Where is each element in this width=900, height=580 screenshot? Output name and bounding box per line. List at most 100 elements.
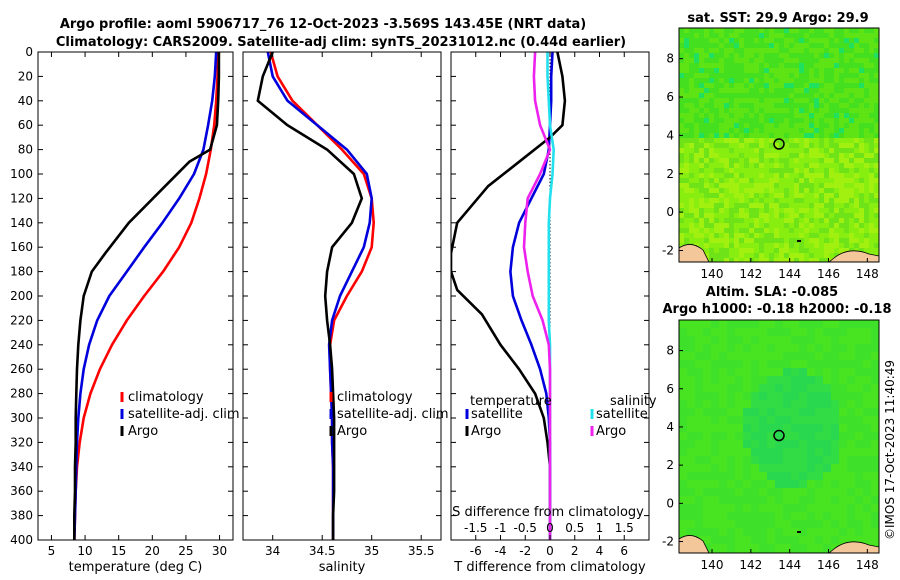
heatmap-cell [729, 243, 735, 249]
heatmap-cell [839, 78, 845, 84]
heatmap-cell [859, 243, 865, 249]
heatmap-cell [844, 218, 850, 224]
heatmap-cell [695, 368, 704, 377]
heatmap-cell [767, 472, 776, 481]
heatmap-cell [807, 536, 816, 545]
heatmap-cell [774, 208, 780, 214]
heatmap-cell [774, 233, 780, 239]
heatmap-cell [695, 472, 704, 481]
heatmap-cell [719, 188, 725, 194]
heatmap-cell [831, 360, 840, 369]
heatmap-cell [764, 178, 770, 184]
heatmap-cell [764, 113, 770, 119]
heatmap-cell [784, 208, 790, 214]
heatmap-cell [854, 138, 860, 144]
heatmap-cell [759, 213, 765, 219]
heatmap-cell [684, 233, 690, 239]
heatmap-cell [859, 198, 865, 204]
heatmap-cell [849, 108, 855, 114]
heatmap-cell [679, 488, 688, 497]
heatmap-cell [789, 258, 795, 262]
heatmap-cell [719, 213, 725, 219]
heatmap-cell [815, 328, 824, 337]
heatmap-cell [724, 183, 730, 189]
heatmap-cell [719, 520, 728, 529]
heatmap-cell [735, 520, 744, 529]
heatmap-cell [849, 158, 855, 164]
heatmap-cell [824, 233, 830, 239]
heatmap-cell [839, 33, 845, 39]
heatmap-cell [724, 168, 730, 174]
heatmap-cell [849, 238, 855, 244]
heatmap-cell [687, 320, 696, 329]
heatmap-cell [829, 173, 835, 179]
heatmap-cell [703, 328, 712, 337]
heatmap-cell [754, 133, 760, 139]
heatmap-cell [859, 213, 865, 219]
heatmap-cell [824, 83, 830, 89]
heatmap-cell [735, 384, 744, 393]
heatmap-cell [719, 73, 725, 79]
heatmap-cell [849, 168, 855, 174]
island [797, 531, 801, 533]
heatmap-cell [774, 178, 780, 184]
heatmap-cell [684, 68, 690, 74]
heatmap-cell [689, 148, 695, 154]
heatmap-cell [809, 33, 815, 39]
heatmap-cell [699, 38, 705, 44]
heatmap-cell [687, 480, 696, 489]
heatmap-cell [703, 432, 712, 441]
y-tick-label: 340 [10, 460, 33, 474]
heatmap-cell [815, 536, 824, 545]
heatmap-cell [759, 233, 765, 239]
heatmap-cell [754, 43, 760, 49]
heatmap-cell [727, 368, 736, 377]
y-tick-label: 220 [10, 313, 33, 327]
heatmap-cell [791, 536, 800, 545]
heatmap-cell [679, 360, 688, 369]
heatmap-cell [863, 376, 872, 385]
y-tick-label: 8 [666, 344, 674, 358]
heatmap-cell [679, 238, 685, 244]
heatmap-cell [703, 368, 712, 377]
heatmap-cell [874, 128, 879, 134]
heatmap-cell [839, 28, 845, 34]
heatmap-cell [727, 496, 736, 505]
heatmap-cell [714, 133, 720, 139]
heatmap-cell [779, 228, 785, 234]
heatmap-cell [871, 440, 879, 449]
heatmap-cell [711, 320, 720, 329]
heatmap-cell [784, 58, 790, 64]
heatmap-cell [799, 68, 805, 74]
heatmap-cell [774, 43, 780, 49]
heatmap-cell [849, 78, 855, 84]
heatmap-cell [839, 320, 848, 329]
heatmap-cell [799, 416, 808, 425]
heatmap-cell [714, 128, 720, 134]
series-line-argo-s-diff [522, 52, 552, 540]
heatmap-cell [703, 344, 712, 353]
heatmap-cell [863, 488, 872, 497]
heatmap-cell [814, 128, 820, 134]
heatmap-cell [695, 424, 704, 433]
heatmap-cell [854, 198, 860, 204]
heatmap-cell [819, 78, 825, 84]
heatmap-cell [774, 143, 780, 149]
heatmap-cell [769, 248, 775, 254]
heatmap-cell [739, 143, 745, 149]
heatmap-cell [807, 472, 816, 481]
heatmap-cell [779, 213, 785, 219]
heatmap-cell [739, 33, 745, 39]
heatmap-cell [743, 344, 752, 353]
heatmap-cell [874, 218, 879, 224]
heatmap-cell [739, 63, 745, 69]
heatmap-cell [855, 392, 864, 401]
heatmap-cell [799, 258, 805, 262]
heatmap-cell [804, 143, 810, 149]
heatmap-cell [809, 233, 815, 239]
heatmap-cell [839, 158, 845, 164]
heatmap-cell [854, 78, 860, 84]
series-group [73, 52, 221, 540]
heatmap-cell [807, 528, 816, 537]
heatmap-cell [839, 38, 845, 44]
